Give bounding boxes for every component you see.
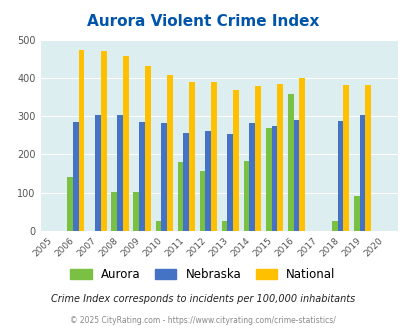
Bar — [221, 221, 227, 231]
Bar — [277, 84, 282, 231]
Bar — [133, 192, 139, 231]
Bar — [100, 51, 106, 231]
Bar — [232, 90, 238, 231]
Bar — [189, 82, 194, 231]
Text: Crime Index corresponds to incidents per 100,000 inhabitants: Crime Index corresponds to incidents per… — [51, 294, 354, 304]
Bar — [298, 78, 304, 231]
Bar — [166, 75, 172, 231]
Bar — [117, 115, 123, 231]
Bar — [205, 131, 211, 231]
Bar — [227, 134, 232, 231]
Bar — [364, 85, 370, 231]
Bar — [249, 123, 255, 231]
Bar — [95, 115, 100, 231]
Bar — [123, 56, 128, 231]
Text: © 2025 CityRating.com - https://www.cityrating.com/crime-statistics/: © 2025 CityRating.com - https://www.city… — [70, 315, 335, 325]
Bar — [183, 133, 189, 231]
Bar — [199, 171, 205, 231]
Bar — [287, 94, 293, 231]
Bar — [337, 121, 343, 231]
Bar — [343, 85, 348, 231]
Bar — [243, 161, 249, 231]
Bar — [79, 50, 84, 231]
Text: Aurora Violent Crime Index: Aurora Violent Crime Index — [87, 14, 318, 29]
Bar — [145, 66, 150, 231]
Bar — [139, 122, 145, 231]
Bar — [67, 177, 73, 231]
Bar — [161, 123, 166, 231]
Bar — [255, 86, 260, 231]
Bar — [111, 192, 117, 231]
Legend: Aurora, Nebraska, National: Aurora, Nebraska, National — [66, 263, 339, 286]
Bar — [265, 128, 271, 231]
Bar — [293, 119, 298, 231]
Bar — [331, 221, 337, 231]
Bar — [359, 115, 364, 231]
Bar — [271, 126, 277, 231]
Bar — [211, 82, 216, 231]
Bar — [177, 162, 183, 231]
Bar — [73, 122, 79, 231]
Bar — [155, 221, 161, 231]
Bar — [353, 196, 359, 231]
